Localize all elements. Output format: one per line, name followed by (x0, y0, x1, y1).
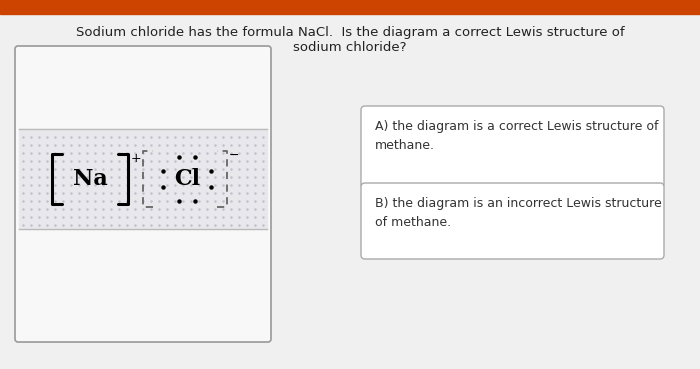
Text: Sodium chloride has the formula NaCl.  Is the diagram a correct Lewis structure : Sodium chloride has the formula NaCl. Is… (76, 26, 624, 39)
FancyBboxPatch shape (361, 183, 664, 259)
Text: B) the diagram is an incorrect Lewis structure
of methane.: B) the diagram is an incorrect Lewis str… (375, 197, 662, 229)
Bar (19, 129, 267, 229)
Text: Na: Na (73, 168, 107, 190)
Bar (0, 0, 700, 14)
Text: A) the diagram is a correct Lewis structure of
methane.: A) the diagram is a correct Lewis struct… (375, 120, 659, 152)
FancyBboxPatch shape (361, 106, 664, 188)
Text: −: − (229, 149, 239, 162)
Text: +: + (131, 152, 141, 165)
FancyBboxPatch shape (15, 46, 271, 342)
Text: sodium chloride?: sodium chloride? (293, 41, 407, 54)
Text: Cl: Cl (174, 168, 200, 190)
